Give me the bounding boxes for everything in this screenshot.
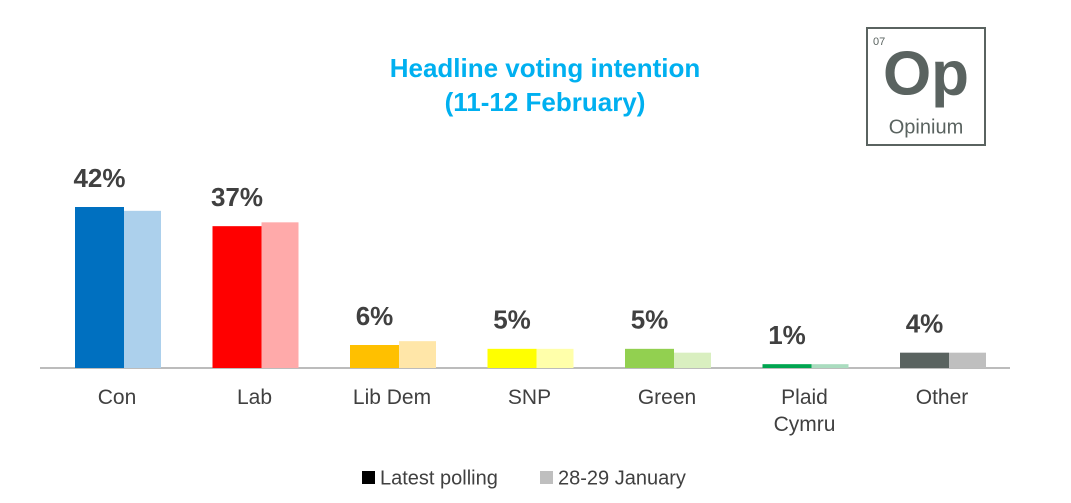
legend-label: 28-29 January (558, 467, 686, 489)
bar (75, 207, 124, 368)
value-label: 6% (356, 301, 394, 331)
x-tick-label: Lab (236, 386, 273, 409)
logo-symbol: Op (883, 39, 969, 108)
logo-name: Opinium (889, 116, 963, 138)
x-tick-label: SNP (507, 386, 552, 409)
x-tick-label: Plaid Cymru (773, 386, 836, 436)
bar (811, 364, 849, 368)
logo-box (866, 27, 986, 146)
value-label: 4% (906, 309, 944, 339)
x-tick-label: Other (915, 386, 969, 409)
bar (762, 364, 812, 368)
x-tick-label: Lib Dem (352, 386, 432, 409)
bar (625, 348, 674, 368)
bar (261, 222, 299, 368)
bar (536, 348, 574, 368)
logo-number: 07 (873, 36, 885, 48)
bar (350, 345, 399, 368)
x-tick-label: Green (637, 386, 697, 409)
bar (900, 352, 949, 368)
chart-title: Headline voting intention (390, 53, 701, 83)
bar (674, 352, 711, 368)
bar (399, 341, 436, 368)
value-label: 1% (768, 320, 806, 350)
value-label: 5% (631, 305, 669, 335)
chart-subtitle: (11-12 February) (445, 87, 646, 117)
value-label: 37% (211, 182, 263, 212)
legend-swatch (540, 471, 553, 484)
bar (212, 226, 262, 368)
bar (124, 210, 161, 368)
x-tick-label: Con (97, 386, 137, 409)
bar (487, 348, 537, 368)
value-label: 42% (73, 163, 125, 193)
bar (949, 352, 986, 368)
value-label: 5% (493, 305, 531, 335)
legend-swatch (362, 471, 375, 484)
legend-label: Latest polling (380, 467, 498, 489)
